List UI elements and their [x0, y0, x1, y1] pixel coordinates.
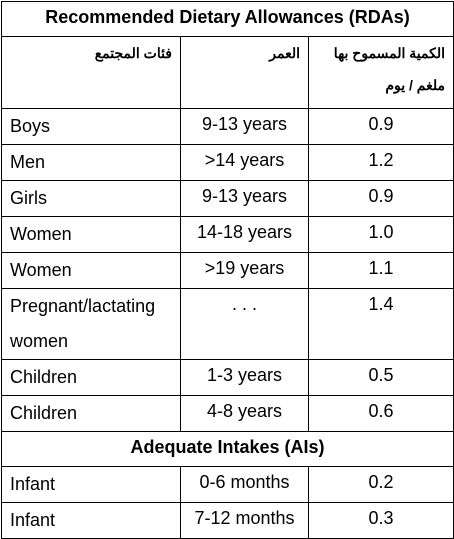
table-cell: Children: [1, 395, 181, 432]
header-cell: الكمية المسموح بها ملغم / يوم: [307, 36, 454, 109]
table-cell: 7-12 months: [180, 502, 309, 539]
table-title: Recommended Dietary Allowances (RDAs): [0, 1, 454, 37]
table-cell: 1.4: [307, 288, 454, 360]
table-cell: 0.3: [307, 502, 454, 539]
table-cell: Infant: [1, 502, 181, 539]
table-cell: 9-13 years: [180, 108, 309, 145]
table-cell: >14 years: [180, 144, 309, 181]
table-cell: Women: [1, 216, 181, 253]
section-row: Adequate Intakes (AIs): [0, 431, 454, 467]
header-line: الكمية المسموح بها: [333, 45, 446, 61]
table-cell: 0.2: [307, 466, 454, 503]
data-row: Women >19 years 1.1: [1, 252, 454, 289]
table-cell: 0.5: [307, 359, 454, 396]
table-cell: Men: [1, 144, 181, 181]
table-cell: Infant: [1, 466, 181, 503]
data-row: Men >14 years 1.2: [1, 144, 454, 181]
table-cell: 0-6 months: [180, 466, 309, 503]
data-row: Boys 9-13 years 0.9: [1, 108, 454, 145]
table-cell: >19 years: [180, 252, 309, 289]
table-cell: . . .: [180, 288, 309, 360]
data-row: Children 4-8 years 0.6: [1, 395, 454, 432]
header-line: ملغم / يوم: [385, 77, 446, 93]
table-cell: Girls: [1, 180, 181, 217]
table-cell: 9-13 years: [180, 180, 309, 217]
header-cell: فئات المجتمع: [1, 36, 181, 109]
data-row: Children 1-3 years 0.5: [1, 359, 454, 396]
table-cell: Pregnant/lactating women: [1, 288, 181, 360]
table-cell: 0.9: [307, 180, 454, 217]
title-row: Recommended Dietary Allowances (RDAs): [0, 1, 454, 37]
table-cell: 1.2: [307, 144, 454, 181]
data-row: Girls 9-13 years 0.9: [1, 180, 454, 217]
table-cell: 1.0: [307, 216, 454, 253]
table-cell: 1.1: [307, 252, 454, 289]
data-row: Women 14-18 years 1.0: [1, 216, 454, 253]
header-row: فئات المجتمع العمر الكمية المسموح بها ملغم …: [1, 36, 454, 109]
table-cell: 0.9: [307, 108, 454, 145]
table-cell: 0.6: [307, 395, 454, 432]
data-row: Infant 7-12 months 0.3: [1, 502, 454, 539]
data-row: Infant 0-6 months 0.2: [1, 466, 454, 503]
table-cell: Boys: [1, 108, 181, 145]
table-cell: Children: [1, 359, 181, 396]
table-cell: Women: [1, 252, 181, 289]
data-row: Pregnant/lactating women. . . 1.4: [1, 288, 454, 360]
table-cell: 14-18 years: [180, 216, 309, 253]
table-cell: 1-3 years: [180, 359, 309, 396]
header-cell: العمر: [180, 36, 309, 109]
section-title: Adequate Intakes (AIs): [0, 431, 454, 467]
table-cell: 4-8 years: [180, 395, 309, 432]
